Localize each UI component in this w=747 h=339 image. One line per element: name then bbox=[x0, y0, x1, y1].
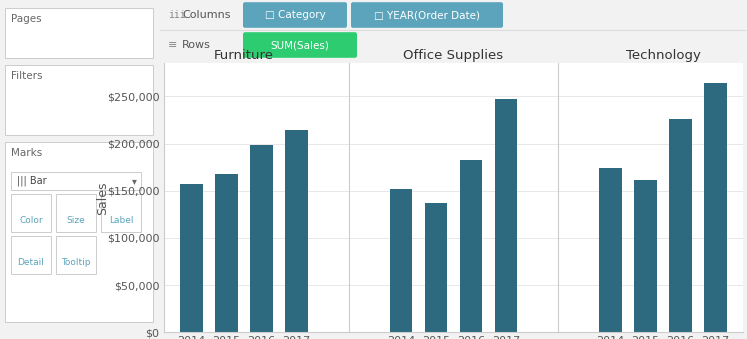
Text: Columns: Columns bbox=[182, 10, 231, 20]
FancyBboxPatch shape bbox=[56, 236, 96, 274]
Text: Furniture: Furniture bbox=[214, 49, 274, 62]
Text: iii: iii bbox=[168, 10, 185, 20]
Bar bbox=[425, 203, 447, 332]
FancyBboxPatch shape bbox=[243, 32, 357, 58]
Bar bbox=[599, 168, 622, 332]
Text: □ YEAR(Order Date): □ YEAR(Order Date) bbox=[374, 10, 480, 20]
FancyBboxPatch shape bbox=[11, 172, 141, 190]
Bar bbox=[704, 83, 727, 332]
Bar bbox=[180, 184, 203, 332]
Bar bbox=[250, 145, 273, 332]
Text: ▾: ▾ bbox=[131, 176, 137, 186]
Bar bbox=[285, 131, 308, 332]
Text: Tooltip: Tooltip bbox=[61, 258, 90, 267]
Bar bbox=[495, 99, 517, 332]
Text: Label: Label bbox=[109, 216, 133, 225]
Bar bbox=[459, 160, 483, 332]
Text: Office Supplies: Office Supplies bbox=[403, 49, 503, 62]
Text: Size: Size bbox=[66, 216, 85, 225]
Text: Rows: Rows bbox=[182, 40, 211, 50]
FancyBboxPatch shape bbox=[5, 65, 153, 135]
Bar bbox=[634, 180, 657, 332]
Text: Color: Color bbox=[19, 216, 43, 225]
FancyBboxPatch shape bbox=[56, 194, 96, 232]
Text: ≡: ≡ bbox=[168, 40, 177, 50]
FancyBboxPatch shape bbox=[5, 142, 153, 322]
Bar bbox=[669, 119, 692, 332]
Y-axis label: Sales: Sales bbox=[96, 181, 109, 215]
Text: Filters: Filters bbox=[11, 71, 43, 81]
Bar bbox=[215, 174, 238, 332]
Text: SUM(Sales): SUM(Sales) bbox=[270, 40, 329, 50]
FancyBboxPatch shape bbox=[101, 194, 141, 232]
FancyBboxPatch shape bbox=[351, 2, 503, 28]
FancyBboxPatch shape bbox=[11, 194, 51, 232]
Text: Marks: Marks bbox=[11, 148, 43, 158]
Text: Detail: Detail bbox=[18, 258, 44, 267]
Text: ||| Bar: ||| Bar bbox=[17, 176, 46, 186]
Text: Pages: Pages bbox=[11, 14, 42, 24]
FancyBboxPatch shape bbox=[5, 8, 153, 58]
Text: Technology: Technology bbox=[625, 49, 701, 62]
FancyBboxPatch shape bbox=[11, 236, 51, 274]
Bar bbox=[390, 189, 412, 332]
Text: □ Category: □ Category bbox=[264, 10, 326, 20]
FancyBboxPatch shape bbox=[243, 2, 347, 28]
